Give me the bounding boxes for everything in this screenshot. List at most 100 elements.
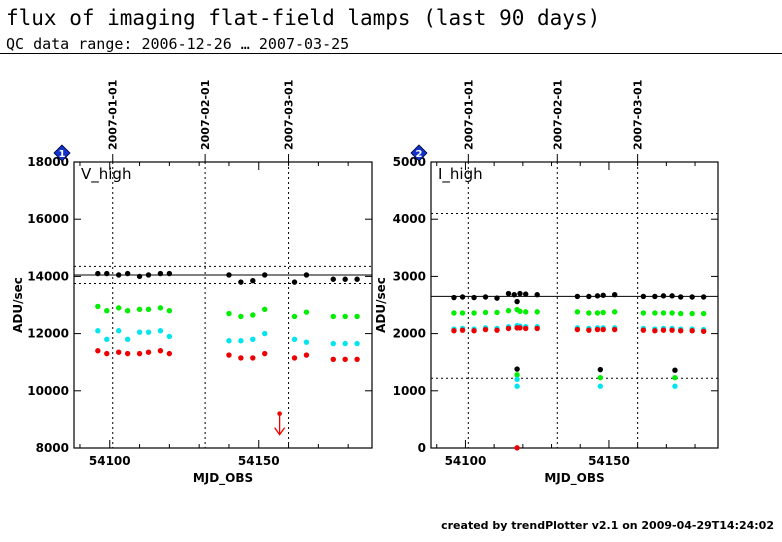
data-point — [574, 293, 581, 300]
data-point — [145, 329, 152, 335]
data-point — [514, 372, 520, 378]
data-point — [145, 306, 152, 312]
data-point — [95, 270, 101, 277]
x-axis-label: MJD_OBS — [544, 471, 604, 486]
data-point — [523, 309, 529, 315]
x-tick-label: 54100 — [89, 454, 131, 468]
y-tick-label: 12000 — [27, 327, 69, 341]
data-point — [124, 336, 131, 343]
data-point — [124, 350, 131, 357]
data-point — [594, 293, 601, 299]
data-point — [145, 349, 152, 355]
data-point — [238, 279, 244, 285]
date-marker-label: 2007-01-01 — [107, 80, 120, 150]
data-point — [482, 326, 489, 333]
plot-frame — [430, 161, 719, 449]
data-point — [354, 276, 360, 282]
plot-frame — [73, 161, 373, 449]
data-point — [689, 328, 695, 334]
x-tick-label: 54100 — [445, 454, 487, 468]
data-point — [157, 305, 164, 311]
data-point — [586, 327, 592, 333]
x-tick-label: 54150 — [238, 454, 280, 468]
data-point — [534, 325, 540, 332]
data-point — [677, 294, 684, 300]
data-point — [471, 310, 477, 316]
data-point — [354, 356, 360, 363]
data-point — [494, 295, 500, 301]
data-point — [505, 308, 512, 314]
data-point — [672, 367, 678, 373]
data-point — [226, 338, 232, 344]
data-point — [471, 328, 477, 334]
y-tick-label: 3000 — [393, 269, 426, 283]
data-point — [262, 350, 268, 357]
data-point — [600, 309, 606, 316]
chart-panel-i-high: 2007-01-01 2007-02-01 2007-03-01 0 1000 2000 3… — [374, 80, 719, 486]
y-tick-label: 4000 — [393, 212, 426, 226]
data-point — [116, 272, 122, 278]
data-point — [136, 329, 143, 335]
data-point — [145, 272, 152, 278]
date-marker-label: 2007-02-01 — [199, 80, 212, 150]
data-point — [226, 272, 232, 278]
data-point — [640, 327, 647, 333]
data-point — [494, 309, 500, 316]
data-point — [586, 310, 592, 316]
data-point — [494, 327, 500, 333]
data-point — [594, 326, 601, 333]
data-point — [597, 374, 604, 381]
data-point — [136, 306, 143, 312]
data-point — [104, 336, 110, 343]
data-point — [157, 348, 164, 354]
data-point — [611, 309, 618, 315]
data-point — [517, 325, 523, 331]
page-title: flux of imaging flat-field lamps (last 9… — [6, 6, 601, 30]
data-point — [226, 352, 232, 358]
date-marker-label: 2007-02-01 — [551, 80, 564, 150]
y-axis-label: ADU/sec — [374, 277, 388, 333]
data-point — [689, 310, 695, 317]
data-point — [166, 350, 173, 357]
data-point — [291, 336, 298, 343]
data-point — [597, 383, 604, 389]
data-point — [514, 298, 520, 305]
data-point — [342, 313, 348, 320]
data-point — [291, 279, 298, 285]
data-point — [303, 309, 310, 315]
data-point — [677, 310, 684, 317]
y-tick-label: 14000 — [27, 269, 69, 283]
data-point — [482, 294, 489, 300]
data-point — [166, 270, 173, 277]
data-point — [672, 383, 678, 389]
data-point — [600, 326, 606, 333]
data-point — [574, 309, 581, 315]
data-point — [330, 276, 336, 282]
data-point — [700, 294, 707, 300]
data-point — [505, 290, 512, 297]
data-point — [514, 445, 520, 451]
data-point — [459, 310, 466, 316]
data-point — [262, 330, 268, 337]
data-point — [124, 270, 131, 277]
x-tick-label: 54150 — [588, 454, 630, 468]
data-point — [226, 310, 232, 317]
y-tick-label: 1000 — [393, 384, 426, 398]
data-point — [250, 336, 256, 343]
data-point — [700, 328, 707, 335]
data-point — [672, 374, 678, 381]
down-arrow-head-icon — [274, 427, 286, 436]
data-point — [669, 327, 675, 333]
data-point — [534, 292, 540, 298]
data-point — [330, 340, 336, 347]
data-point — [514, 383, 520, 389]
data-point — [116, 328, 122, 334]
data-point — [116, 349, 122, 355]
panel-badge-number: 1 — [59, 149, 66, 160]
y-tick-label: 10000 — [27, 384, 69, 398]
data-point — [136, 350, 143, 357]
qc-data-range: QC data range: 2006-12-26 … 2007-03-25 — [6, 35, 350, 53]
panel-label: V_high — [81, 165, 131, 184]
data-point — [303, 339, 310, 345]
data-point — [523, 291, 529, 297]
